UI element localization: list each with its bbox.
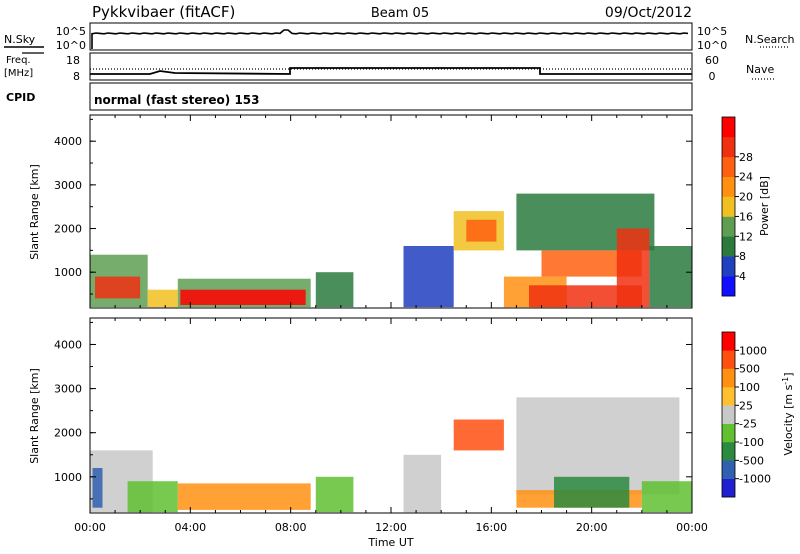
velocity-panel — [89, 317, 693, 514]
site-title: Pykkvibaer (fitACF) — [92, 3, 235, 21]
power-colorbar-label: 16 — [739, 210, 753, 223]
power-colorbar-frame — [721, 116, 736, 297]
nsearch-label: N.Search — [745, 33, 795, 46]
power-region-13 — [616, 228, 650, 308]
power-colorbar-swatch — [722, 156, 735, 177]
velocity-colorbar-title: Velocity [m s-1] — [781, 372, 795, 455]
velocity-colorbar-label: -500 — [739, 454, 764, 467]
power-panel — [89, 114, 693, 309]
xtick-label: 08:00 — [275, 521, 307, 534]
velocity-colorbar-swatch — [722, 332, 735, 351]
velocity-region-1 — [92, 468, 103, 508]
nsky-tick-bottom: 10^0 — [56, 39, 86, 52]
velocity-colorbar-label: 1000 — [739, 344, 767, 357]
nsky-trace — [91, 29, 689, 49]
velocity-colorbar-label: -100 — [739, 436, 764, 449]
power-colorbar-label: 4 — [739, 270, 746, 283]
xtick-label: 00:00 — [676, 521, 708, 534]
nave-label: Nave — [746, 63, 774, 76]
velocity-colorbar-label: 500 — [739, 363, 760, 376]
power-colorbar-label: 28 — [739, 151, 753, 164]
velocity-region-4 — [315, 476, 354, 513]
power-region-6 — [403, 246, 454, 308]
velocity-colorbar-swatch — [722, 478, 735, 498]
power-colorbar-swatch — [722, 176, 735, 197]
nsky-panel-frame — [89, 22, 693, 51]
velocity-region-10 — [641, 481, 692, 513]
velocity-colorbar-label: 100 — [739, 381, 760, 394]
power-ylabel: Slant Range [km] — [28, 164, 41, 260]
velocity-colorbar-swatch — [722, 423, 735, 443]
velocity-colorbar-label: -25 — [739, 418, 757, 431]
velocity-colorbar-swatch — [722, 405, 735, 424]
velocity-colorbar-label: 25 — [739, 399, 753, 412]
power-region-4 — [180, 289, 306, 305]
cpid-label: CPID — [6, 91, 35, 104]
power-region-8 — [466, 219, 497, 242]
velocity-region-2 — [127, 481, 178, 513]
nsky-tick-top: 10^5 — [56, 25, 86, 38]
power-colorbar-swatch — [722, 256, 735, 277]
freq-label-line2: [MHz] — [4, 68, 33, 79]
power-colorbar-swatch — [722, 136, 735, 158]
velocity-ytick-label: 4000 — [54, 338, 82, 351]
power-colorbar-swatch — [722, 276, 735, 297]
power-region-14 — [649, 246, 692, 308]
cpid-panel-frame — [89, 82, 693, 111]
power-colorbar-label: 12 — [739, 230, 753, 243]
power-ytick-label: 4000 — [54, 135, 82, 148]
power-ytick-label: 1000 — [54, 266, 82, 279]
nsearch-tick-bottom: 10^0 — [697, 39, 727, 52]
nsearch-tick-top: 10^5 — [697, 25, 727, 38]
nsky-label: N.Sky — [4, 33, 36, 46]
velocity-colorbar-frame — [721, 331, 736, 498]
xtick-label: 04:00 — [174, 521, 206, 534]
xtick-label: 20:00 — [576, 521, 608, 534]
power-ytick-label: 3000 — [54, 179, 82, 192]
power-region-10 — [529, 285, 642, 308]
freq-trace — [90, 67, 692, 75]
nave-tick-bottom: 0 — [709, 70, 716, 83]
power-colorbar-label: 24 — [739, 171, 753, 184]
xtick-label: 00:00 — [74, 521, 106, 534]
power-colorbar-swatch — [722, 117, 735, 138]
xlabel: Time UT — [367, 536, 413, 549]
velocity-ytick-label: 2000 — [54, 427, 82, 440]
freq-tick-top: 18 — [66, 54, 80, 67]
power-colorbar-title: Power [dB] — [758, 176, 771, 236]
velocity-region-6 — [453, 419, 504, 451]
freq-label-line1: Freq. — [6, 55, 31, 66]
power-colorbar-label: 8 — [739, 250, 746, 263]
velocity-colorbar-label: -1000 — [739, 473, 771, 486]
velocity-ytick-label: 1000 — [54, 471, 82, 484]
power-colorbar-label: 20 — [739, 191, 753, 204]
nave-tick-top: 60 — [705, 54, 719, 67]
velocity-colorbar-swatch — [722, 387, 735, 406]
power-ytick-label: 2000 — [54, 223, 82, 236]
velocity-ylabel: Slant Range [km] — [28, 368, 41, 464]
velocity-colorbar-swatch — [722, 460, 735, 479]
freq-tick-bottom: 8 — [73, 70, 80, 83]
xtick-label: 16:00 — [475, 521, 507, 534]
power-region-2 — [147, 289, 178, 308]
velocity-region-3 — [177, 483, 311, 510]
velocity-colorbar-swatch — [722, 442, 735, 461]
power-colorbar-swatch — [722, 216, 735, 237]
velocity-region-9 — [554, 476, 630, 508]
power-colorbar-swatch — [722, 236, 735, 257]
date-label: 09/Oct/2012 — [605, 5, 692, 21]
velocity-colorbar-swatch — [722, 368, 735, 388]
power-region-1 — [95, 276, 141, 299]
velocity-colorbar-swatch — [722, 350, 735, 369]
velocity-ytick-label: 3000 — [54, 383, 82, 396]
cpid-text: normal (fast stereo) 153 — [94, 93, 260, 107]
power-region-5 — [315, 272, 354, 308]
beam-label: Beam 05 — [371, 6, 429, 21]
xtick-label: 12:00 — [375, 521, 407, 534]
power-colorbar-swatch — [722, 196, 735, 217]
velocity-region-5 — [403, 454, 442, 513]
freq-panel-frame — [89, 52, 693, 81]
